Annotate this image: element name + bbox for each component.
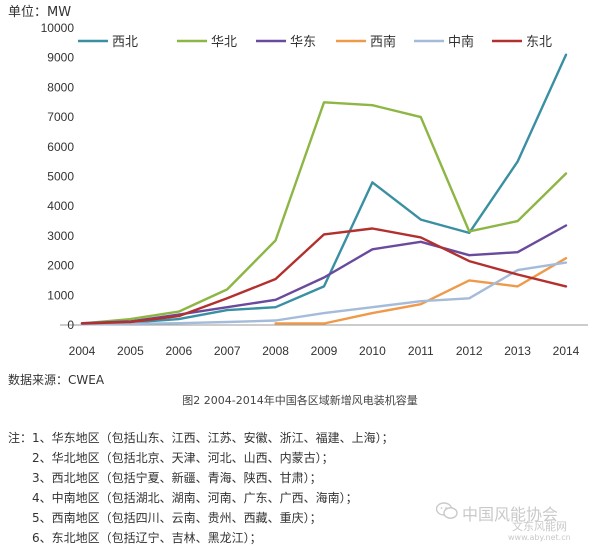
y-tick-label: 1000	[47, 288, 74, 302]
y-tick-label: 2000	[47, 259, 74, 273]
y-tick-label: 0	[67, 318, 74, 332]
series-line-西南	[274, 257, 568, 325]
series-line-华东	[80, 224, 568, 325]
note-line-2: 2、华北地区（包括北京、天津、河北、山西、内蒙古）；	[8, 448, 394, 468]
y-tick-label: 3000	[47, 229, 74, 243]
y-tick-label: 5000	[47, 170, 74, 184]
x-tick-label: 2010	[359, 344, 386, 358]
watermark-url: www.aby.net.cn	[508, 533, 571, 542]
note-item: 6、东北地区（包括辽宁、吉林、黑龙江）；	[32, 531, 262, 545]
legend-label: 西南	[370, 34, 396, 50]
line-chart: 0 1000 2000 3000 4000 5000 6000 7000 8000 9000 100…	[41, 21, 588, 358]
series-line-华北	[80, 101, 568, 325]
y-tick-label: 8000	[47, 80, 74, 94]
x-tick-label: 2004	[69, 344, 96, 358]
x-tick-label: 2014	[553, 344, 580, 358]
notes-prefix: 注：	[8, 431, 33, 445]
legend-label: 东北	[526, 35, 552, 50]
note-line-1: 注：1、华东地区（包括山东、江西、江苏、安徽、浙江、福建、上海）；	[8, 428, 394, 448]
note-item: 5、西南地区（包括四川、云南、贵州、西藏、重庆）；	[32, 511, 322, 525]
series-line-西北	[80, 53, 568, 325]
note-item: 1、华东地区（包括山东、江西、江苏、安徽、浙江、福建、上海）；	[32, 431, 394, 445]
note-line-6: 6、东北地区（包括辽宁、吉林、黑龙江）；	[8, 528, 394, 548]
x-tick-label: 2009	[311, 344, 338, 358]
x-tick-label: 2006	[165, 344, 192, 358]
y-tick-label: 10000	[41, 21, 75, 35]
note-line-5: 5、西南地区（包括四川、云南、贵州、西藏、重庆）；	[8, 508, 394, 528]
legend-label: 西北	[112, 35, 138, 50]
series-line-东北	[80, 227, 568, 325]
note-line-4: 4、中南地区（包括湖北、湖南、河南、广东、广西、海南）；	[8, 488, 394, 508]
x-tick-label: 2007	[214, 344, 241, 358]
x-tick-label: 2008	[262, 344, 289, 358]
legend-label: 华东	[290, 35, 316, 50]
watermark-text: 中国风能协会	[462, 505, 559, 524]
watermark-site-name: 文东风能网	[512, 520, 567, 533]
legend-label: 华北	[211, 35, 237, 50]
figure-caption: 图2 2004-2014年中国各区域新增风电装机容量	[182, 394, 418, 407]
note-item: 2、华北地区（包括北京、天津、河北、山西、内蒙古）；	[32, 451, 334, 465]
y-tick-label: 4000	[47, 199, 74, 213]
x-tick-label: 2005	[117, 344, 144, 358]
data-source-label: 数据来源：CWEA	[8, 373, 105, 387]
note-item: 3、西北地区（包括宁夏、新疆、青海、陕西、甘肃）；	[32, 471, 322, 485]
notes-section: 注：1、华东地区（包括山东、江西、江苏、安徽、浙江、福建、上海）； 2、华北地区…	[8, 428, 394, 548]
y-axis-unit-label: 单位：MW	[8, 5, 72, 20]
series-line-中南	[80, 261, 568, 326]
legend-label: 中南	[448, 34, 474, 50]
y-tick-label: 9000	[47, 51, 74, 65]
x-tick-label: 2013	[504, 344, 531, 358]
note-item: 4、中南地区（包括湖北、湖南、河南、广东、广西、海南）；	[32, 491, 358, 505]
y-tick-label: 6000	[47, 140, 74, 154]
y-tick-label: 7000	[47, 110, 74, 124]
note-line-3: 3、西北地区（包括宁夏、新疆、青海、陕西、甘肃）；	[8, 468, 394, 488]
x-tick-label: 2011	[408, 344, 434, 358]
x-tick-label: 2012	[456, 344, 483, 358]
wechat-icon	[436, 502, 458, 519]
